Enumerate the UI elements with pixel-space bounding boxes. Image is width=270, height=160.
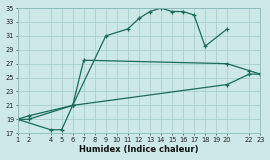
X-axis label: Humidex (Indice chaleur): Humidex (Indice chaleur) bbox=[79, 145, 199, 154]
